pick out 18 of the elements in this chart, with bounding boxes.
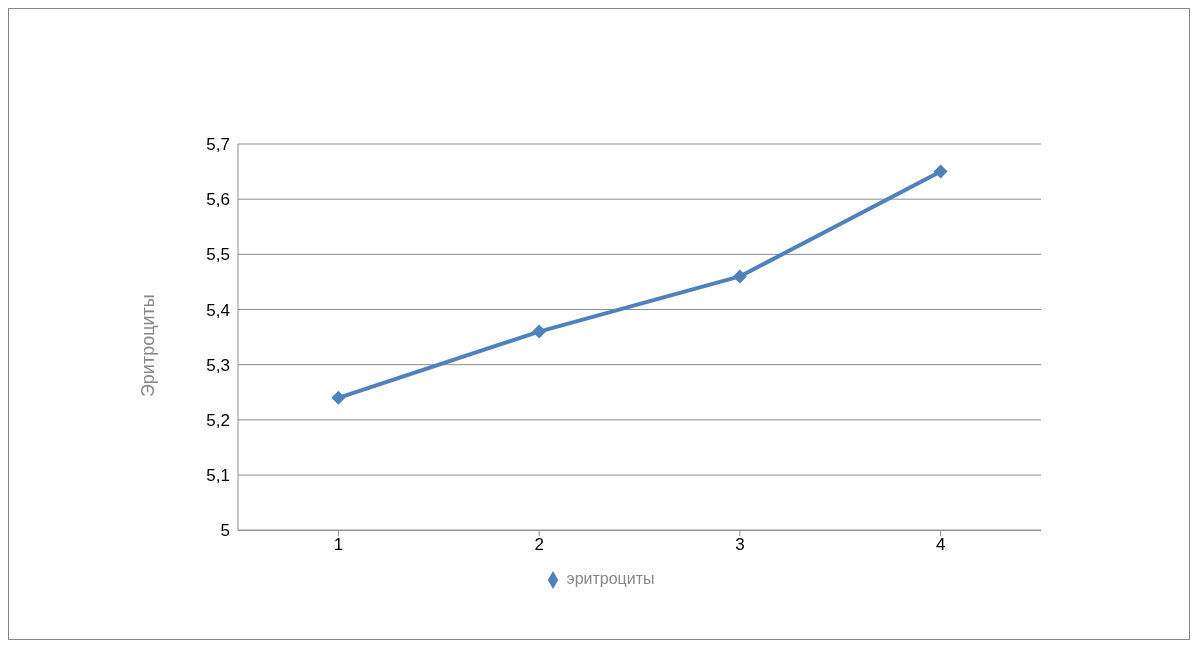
x-tick-label: 3 (735, 535, 745, 555)
y-tick-label: 5,5 (206, 245, 230, 265)
y-tick-label: 5,4 (206, 300, 230, 320)
y-tick-label: 5,1 (206, 466, 230, 486)
y-tick-label: 5 (220, 521, 230, 541)
y-tick-label: 5,2 (206, 410, 230, 430)
point (732, 269, 747, 284)
point (532, 324, 547, 339)
point (933, 164, 948, 179)
y-tick-label: 5,3 (206, 355, 230, 375)
point (331, 390, 346, 405)
y-tick-label: 5,7 (206, 135, 230, 155)
y-axis-title: Эритроциты (138, 294, 159, 398)
x-tick-label: 1 (333, 535, 344, 555)
x-tick-label: 2 (534, 535, 544, 555)
y-tick-label: 5,6 (206, 190, 230, 210)
legend-label: эритроциты (566, 570, 655, 588)
x-tick-label: 4 (935, 535, 946, 555)
